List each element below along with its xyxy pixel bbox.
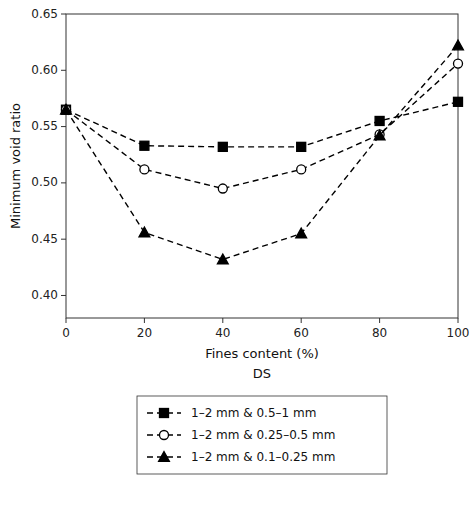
legend-label: 1–2 mm & 0.5–1 mm [191, 406, 316, 420]
point [140, 165, 149, 174]
y-axis-label: Minimum void ratio [8, 103, 23, 229]
x-tick [301, 318, 302, 323]
point [139, 227, 150, 237]
point [453, 40, 464, 50]
y-tick-label: 0.60 [31, 63, 58, 77]
point [140, 141, 149, 150]
point [218, 142, 227, 151]
y-tick [61, 14, 66, 15]
y-tick-label: 0.55 [31, 119, 58, 133]
point [374, 130, 385, 140]
point [62, 105, 71, 114]
x-tick-label: 100 [447, 326, 470, 340]
x-tick-label: 0 [62, 326, 70, 340]
y-tick-label: 0.65 [31, 7, 58, 21]
point [218, 184, 227, 193]
legend-frame [137, 396, 387, 474]
plot-area [61, 40, 464, 264]
point [454, 59, 463, 68]
x-tick-label: 60 [294, 326, 309, 340]
legend-marker [160, 409, 169, 418]
x-tick-label: 40 [215, 326, 230, 340]
point [61, 104, 72, 114]
y-tick-label: 0.45 [31, 232, 58, 246]
x-tick [144, 318, 145, 323]
series-line [66, 46, 458, 260]
point [297, 142, 306, 151]
point [217, 254, 228, 264]
point [454, 97, 463, 106]
y-tick [61, 126, 66, 127]
y-tick [61, 70, 66, 71]
legend: 1–2 mm & 0.5–1 mm 1–2 mm & 0.25–0.5 mm 1–2… [137, 396, 387, 474]
y-tick [61, 182, 66, 183]
y-tick-label: 0.50 [31, 175, 58, 189]
x-tick-label: 20 [137, 326, 152, 340]
x-tick-label: 80 [372, 326, 387, 340]
x-tick [66, 318, 67, 323]
y-tick-label: 0.40 [31, 288, 58, 302]
legend-marker [160, 431, 169, 440]
legend-label: 1–2 mm & 0.25–0.5 mm [191, 428, 335, 442]
point [62, 105, 71, 114]
y-tick [61, 239, 66, 240]
legend-marker [159, 452, 170, 462]
x-tick [222, 318, 223, 323]
x-tick [379, 318, 380, 323]
point [296, 228, 307, 238]
x-axis-label: Fines content (%) [205, 346, 319, 361]
point [297, 165, 306, 174]
series-line [66, 64, 458, 189]
series-line [66, 102, 458, 147]
annotation: DS [253, 366, 271, 381]
legend-label: 1–2 mm & 0.1–0.25 mm [191, 450, 335, 464]
x-tick [458, 318, 459, 323]
point [375, 116, 384, 125]
chart: 0.40 0.45 0.50 0.55 0.60 0.65 0 20 40 60 80 100 Fine… [0, 0, 474, 507]
plot-frame [66, 14, 458, 318]
y-tick [61, 295, 66, 296]
